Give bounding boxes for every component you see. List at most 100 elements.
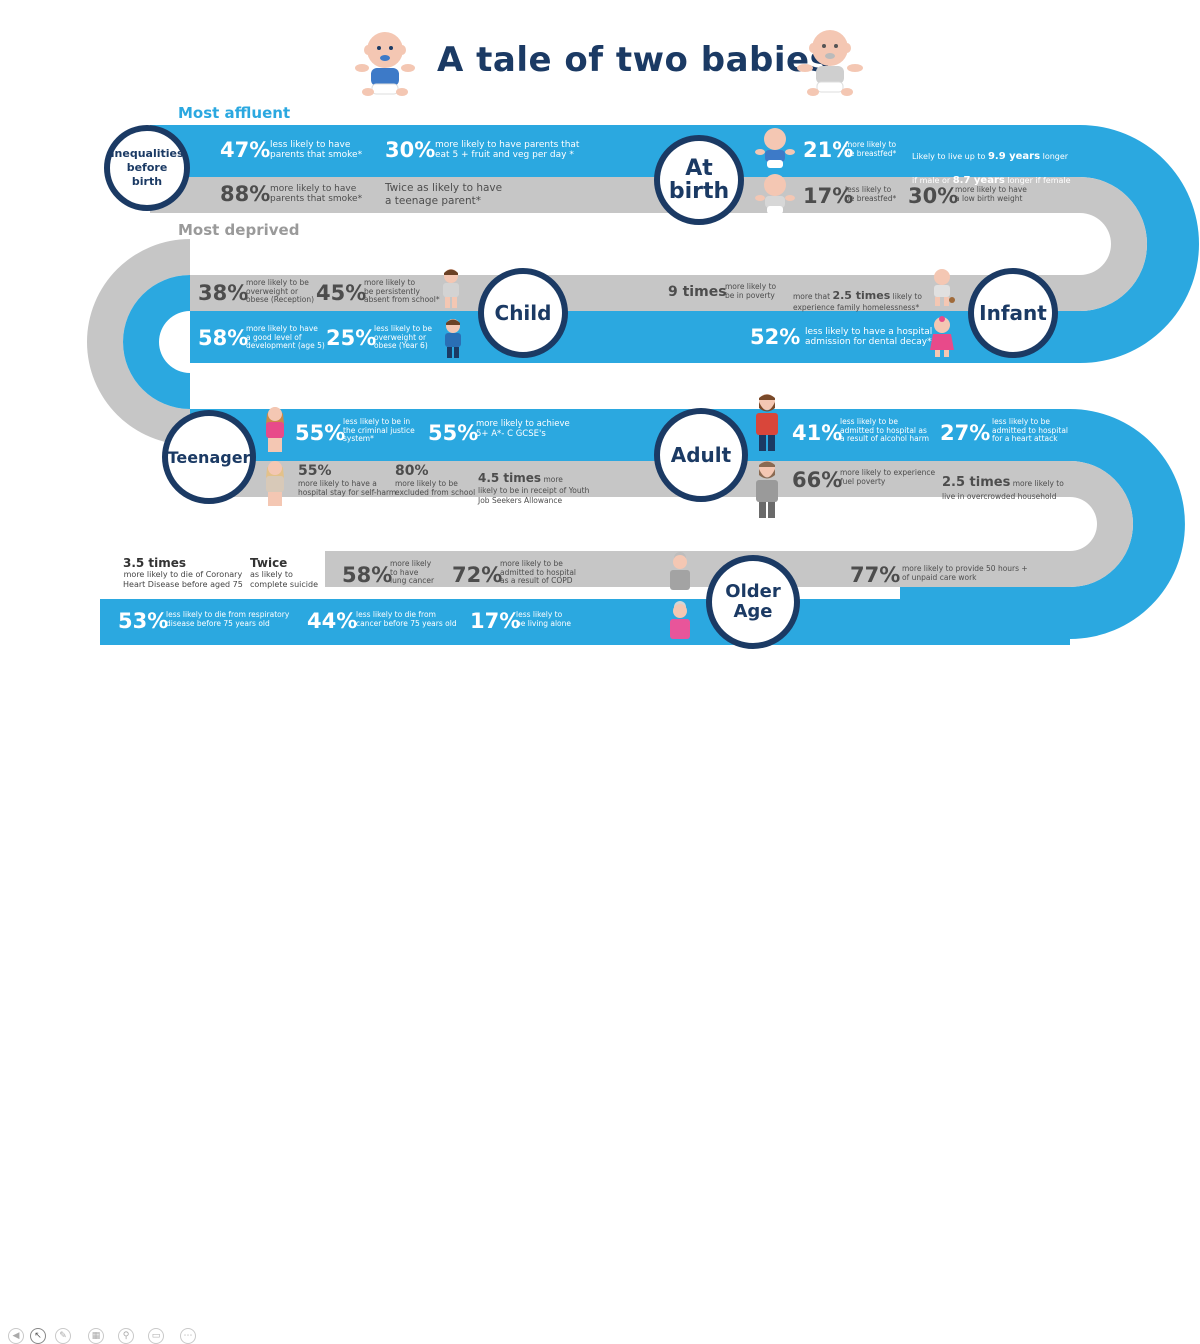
life-expectancy-text: Likely to live up to 9.9 years longer if… bbox=[912, 151, 1071, 186]
stat-pct: 52% bbox=[750, 325, 801, 349]
lane-grey-row4 bbox=[325, 551, 1070, 587]
screen-icon[interactable]: ▭ bbox=[148, 1328, 164, 1344]
slides-icon[interactable]: ▦ bbox=[88, 1328, 104, 1344]
stat-text: less likely to be in the criminal justic… bbox=[343, 417, 415, 444]
stat-pct: 58% bbox=[198, 326, 249, 350]
stage-inequalities-before-birth: Inequalities before birth bbox=[104, 125, 190, 211]
lane-blue-row1 bbox=[150, 125, 1080, 177]
adult-red-icon bbox=[756, 394, 778, 451]
bend-blue-right1 bbox=[1080, 125, 1199, 363]
stat-pct: 47% bbox=[220, 138, 271, 162]
infant-grey-icon bbox=[934, 269, 955, 306]
stat-pct: 45% bbox=[316, 281, 367, 305]
adult-grey-icon bbox=[756, 461, 778, 518]
elder-pink-icon bbox=[670, 601, 690, 639]
most-deprived-label: Most deprived bbox=[178, 221, 300, 239]
baby-grey-icon bbox=[797, 30, 863, 96]
pen-icon[interactable]: ✎ bbox=[55, 1328, 71, 1344]
lane-blue-row2 bbox=[190, 311, 1080, 363]
presenter-toolbar: ◀ ↖ ✎ ▦ ⚲ ▭ ⋯ bbox=[0, 662, 1200, 1344]
stat-pct: 80% bbox=[395, 463, 429, 479]
stat-text: less likely to have parents that smoke* bbox=[270, 140, 363, 161]
stat-text: more likely to have parents that smoke* bbox=[270, 184, 363, 205]
stat-pct: 53% bbox=[118, 609, 169, 633]
stat-pct: 72% bbox=[452, 563, 503, 587]
page-title: A tale of two babies bbox=[437, 40, 831, 80]
stat-text: more likely to be overweight or obese (R… bbox=[246, 278, 315, 305]
stat-pct: 58% bbox=[342, 563, 393, 587]
stat-pct: 55% bbox=[298, 463, 332, 479]
stat-text: less likely to die from respiratory dise… bbox=[166, 610, 290, 628]
stat-text: more likely to have a hospital stay for … bbox=[298, 479, 397, 497]
stat-text: less likely to be living alone bbox=[516, 610, 571, 628]
lane-grey-row1 bbox=[150, 177, 1080, 213]
stat-bold: 9 times bbox=[668, 284, 727, 300]
lane-blue-row3 bbox=[190, 409, 1070, 461]
stage-child: Child bbox=[478, 268, 568, 358]
pointer-icon[interactable]: ↖ bbox=[30, 1328, 46, 1344]
stat-text: more likely to provide 50 hours + of unp… bbox=[902, 564, 1028, 582]
teen-pink-icon bbox=[266, 407, 284, 452]
stat-pct: 17% bbox=[803, 184, 854, 208]
infant-pink-icon bbox=[930, 316, 954, 357]
stat-pct: 88% bbox=[220, 182, 271, 206]
stage-at-birth: At birth bbox=[654, 135, 744, 225]
elder-grey-icon bbox=[670, 552, 690, 590]
stage-older-age: Older Age bbox=[706, 555, 800, 649]
lane-blue-row4 bbox=[100, 599, 1070, 645]
stat-pct: 55% bbox=[295, 421, 346, 445]
stat-text: more likely to be in poverty bbox=[725, 282, 777, 300]
stat-pct: 25% bbox=[326, 326, 377, 350]
stat-text: more likely to be admitted to hospital a… bbox=[500, 559, 577, 586]
stat-pct: 41% bbox=[792, 421, 843, 445]
teen-grey-icon bbox=[266, 461, 284, 506]
stat-text: more likely to be breastfed* bbox=[845, 140, 897, 158]
stat-pct: 30% bbox=[908, 184, 959, 208]
stat-text: more likely to achieve 5+ A*- C GCSE's bbox=[476, 419, 570, 439]
back-icon[interactable]: ◀ bbox=[8, 1328, 24, 1344]
stat-pct: 17% bbox=[470, 609, 521, 633]
stat-text: less likely to have a hospital admission… bbox=[805, 327, 933, 348]
stat-pct: 66% bbox=[792, 468, 843, 492]
child-grey-icon bbox=[443, 269, 459, 308]
stat-text: more likely to have parents that eat 5 +… bbox=[435, 140, 580, 161]
lane-grey-row2 bbox=[190, 275, 1080, 311]
stat-pct: 27% bbox=[940, 421, 991, 445]
stat-text: more likely to be excluded from school bbox=[395, 479, 476, 497]
stat-pct: 38% bbox=[198, 281, 249, 305]
stat-pct: 30% bbox=[385, 138, 436, 162]
baby-blue-icon bbox=[355, 32, 415, 96]
stat-text: less likely to be admitted to hospital f… bbox=[992, 417, 1069, 444]
stat-text: more likely to be persistently absent fr… bbox=[364, 278, 440, 305]
stat-text: more likely to have a low birth weight bbox=[955, 185, 1027, 203]
more-icon[interactable]: ⋯ bbox=[180, 1328, 196, 1344]
stage-infant: Infant bbox=[968, 268, 1058, 358]
stat-text: more likely to experience fuel poverty bbox=[840, 468, 936, 486]
stat-pct: 21% bbox=[803, 138, 854, 162]
zoom-icon[interactable]: ⚲ bbox=[118, 1328, 134, 1344]
bend-blue-right2 bbox=[1070, 409, 1185, 639]
jsa-text: 4.5 times more likely to be in receipt of… bbox=[478, 471, 590, 505]
bend-grey-right1 bbox=[1080, 177, 1147, 311]
stat-text: less likely to die from cancer before 75… bbox=[356, 610, 457, 628]
stat-pct: 77% bbox=[850, 563, 901, 587]
stat-pct: 55% bbox=[428, 421, 479, 445]
stat-text: more likely to have a good level of deve… bbox=[246, 324, 325, 351]
chd-block: 3.5 times more likely to die of Coronary… bbox=[123, 556, 243, 589]
bend-grey-right2 bbox=[1070, 461, 1133, 587]
lane-grey-row3 bbox=[190, 461, 1070, 497]
homelessness-text: more that 2.5 times likely to experience… bbox=[793, 288, 922, 313]
suicide-block: Twice as likely to complete suicide bbox=[250, 556, 318, 589]
stat-text: Twice as likely to have a teenage parent… bbox=[385, 182, 503, 207]
most-affluent-label: Most affluent bbox=[178, 104, 291, 122]
snake-road bbox=[87, 125, 1199, 645]
child-blue-icon bbox=[445, 319, 461, 358]
stat-text: less likely to be admitted to hospital a… bbox=[840, 417, 930, 444]
baby-grey-icon bbox=[755, 174, 795, 214]
infographic: A tale of two babies Most affluent Most … bbox=[0, 30, 1200, 1344]
baby-blue-icon bbox=[755, 128, 795, 168]
bend-blue-left bbox=[123, 275, 190, 409]
stage-teenager: Teenager bbox=[162, 410, 256, 504]
stage-adult: Adult bbox=[654, 408, 748, 502]
stat-pct: 44% bbox=[307, 609, 358, 633]
